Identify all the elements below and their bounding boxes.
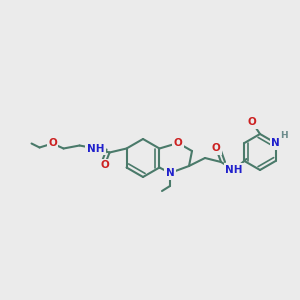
- Text: N: N: [271, 138, 280, 148]
- Text: O: O: [48, 139, 57, 148]
- Text: O: O: [100, 160, 109, 170]
- Text: O: O: [248, 117, 256, 127]
- Text: O: O: [174, 138, 182, 148]
- Text: H: H: [280, 130, 287, 140]
- Text: NH: NH: [225, 165, 243, 175]
- Text: N: N: [166, 168, 174, 178]
- Text: NH: NH: [87, 143, 104, 154]
- Text: O: O: [212, 143, 220, 153]
